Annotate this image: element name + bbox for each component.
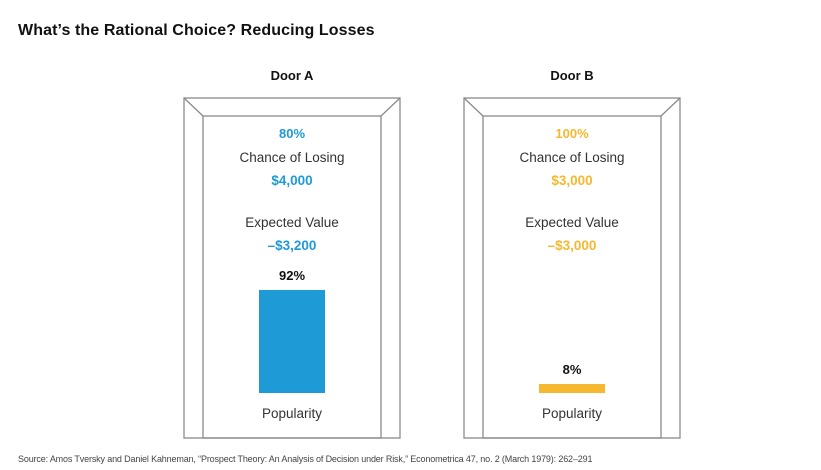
door-b-chance-label: Chance of Losing — [519, 150, 625, 165]
door-a-label: Door A — [270, 68, 314, 83]
popularity-bar-door-b — [539, 384, 605, 393]
door-b-ev-value: –$3,000 — [547, 238, 597, 253]
popularity-bar-door-a — [259, 289, 325, 393]
door-b-popularity-label: Popularity — [541, 406, 603, 421]
door-a-ev-label: Expected Value — [245, 215, 339, 230]
door-a-chance-label: Chance of Losing — [239, 150, 345, 165]
door-a-popularity-value: 92% — [278, 267, 306, 283]
chart-title: What’s the Rational Choice? Reducing Los… — [18, 22, 375, 39]
door-b-popularity-value: 8% — [562, 362, 582, 378]
door-b-ev-label: Expected Value — [525, 215, 619, 230]
door-b-label: Door B — [550, 68, 594, 83]
door-b-percent: 100% — [555, 126, 589, 141]
door-b-amount: $3,000 — [551, 173, 593, 188]
source-note: Source: Amos Tversky and Daniel Kahneman… — [18, 454, 593, 464]
door-a-ev-value: –$3,200 — [267, 238, 317, 253]
door-a-frame — [183, 97, 401, 439]
door-a-amount: $4,000 — [271, 173, 313, 188]
door-b-frame — [463, 97, 681, 439]
door-a-percent: 80% — [278, 126, 306, 141]
popularity-bars — [259, 289, 605, 393]
door-a-popularity-label: Popularity — [261, 406, 323, 421]
